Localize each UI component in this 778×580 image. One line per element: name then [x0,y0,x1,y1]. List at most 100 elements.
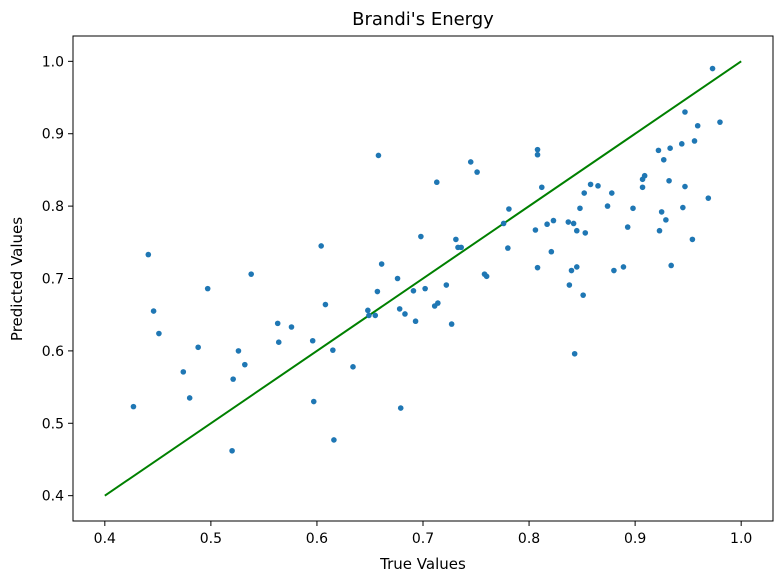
data-point [396,306,403,312]
x-tick-label: 0.7 [412,531,434,547]
y-tick-label: 1.0 [42,54,64,70]
data-point [689,236,696,243]
data-point [658,209,665,215]
data-point [412,318,419,325]
reference-line [104,60,742,497]
data-point [275,339,282,346]
x-tick-label: 0.8 [518,531,540,547]
data-point [538,184,545,191]
data-point [620,264,627,270]
data-point [274,320,281,327]
data-point [656,227,663,234]
data-point [534,146,541,153]
data-point [568,267,575,274]
y-axis-label: Predicted Values [8,217,26,341]
data-point [682,109,688,115]
data-point [156,330,162,337]
data-point [394,275,401,282]
data-point [448,321,455,327]
data-point [330,347,336,353]
data-point [641,172,648,179]
data-point [402,311,408,317]
y-tick-label: 0.4 [42,489,64,505]
data-point [505,245,511,251]
data-point [180,369,187,375]
data-point [195,344,201,351]
data-point [458,244,464,251]
y-axis: 0.4 0.5 0.6 0.7 0.8 0.9 1.0 [42,54,73,505]
data-point [331,437,337,443]
y-tick-label: 0.5 [42,416,64,432]
data-point [691,138,698,144]
data-point [242,361,248,368]
data-point [587,181,594,188]
plot-area [104,60,742,497]
data-point [660,156,667,163]
data-point [667,145,673,152]
data-point [655,147,662,154]
data-point [581,190,588,196]
data-point [709,65,716,72]
data-point [573,227,580,234]
data-point [443,282,450,288]
data-point [580,292,586,298]
data-point [435,300,441,306]
data-point [145,251,152,258]
data-point [611,267,617,274]
data-point [624,224,631,230]
data-point [532,227,539,233]
y-tick-label: 0.9 [42,127,64,143]
data-point [668,262,674,269]
data-point [375,152,382,159]
x-axis-label: True Values [379,555,466,573]
data-point [682,183,688,190]
data-point [680,204,686,211]
data-point [474,169,480,175]
data-point [663,217,669,223]
data-point [639,184,646,191]
data-point [248,271,254,277]
data-point [595,183,601,189]
data-point [467,159,474,165]
chart-title: Brandi's Energy [352,9,494,30]
data-point [350,364,356,370]
y-tick-label: 0.8 [42,199,64,215]
data-point [608,190,615,196]
data-point [378,261,385,267]
data-point [204,285,211,292]
data-point [550,217,557,224]
data-point [483,273,490,280]
data-point [433,179,440,186]
data-point [130,403,137,410]
data-point [309,337,316,344]
data-point [322,301,329,308]
y-tick-label: 0.7 [42,272,64,288]
data-point [506,206,512,212]
data-point [366,312,372,319]
data-point [566,282,573,288]
data-point [230,376,236,382]
data-point [573,264,580,270]
data-point [630,205,636,212]
data-point [235,348,242,354]
data-point [666,177,672,184]
data-point [422,285,428,292]
data-point [582,230,589,236]
data-point [694,122,701,129]
data-point [453,236,459,243]
data-point [565,219,572,225]
data-point [229,447,235,454]
data-point [604,203,611,209]
x-axis: 0.4 0.5 0.6 0.7 0.8 0.9 1.0 [94,521,752,547]
x-tick-label: 0.4 [94,531,116,547]
data-point [678,141,685,147]
data-point [570,220,577,227]
data-point [397,405,404,411]
x-tick-label: 0.9 [624,531,646,547]
data-point [534,264,541,271]
data-point [544,221,550,228]
x-tick-label: 1.0 [730,531,752,547]
data-point [365,307,371,314]
data-point [310,398,317,405]
data-point [577,205,583,212]
